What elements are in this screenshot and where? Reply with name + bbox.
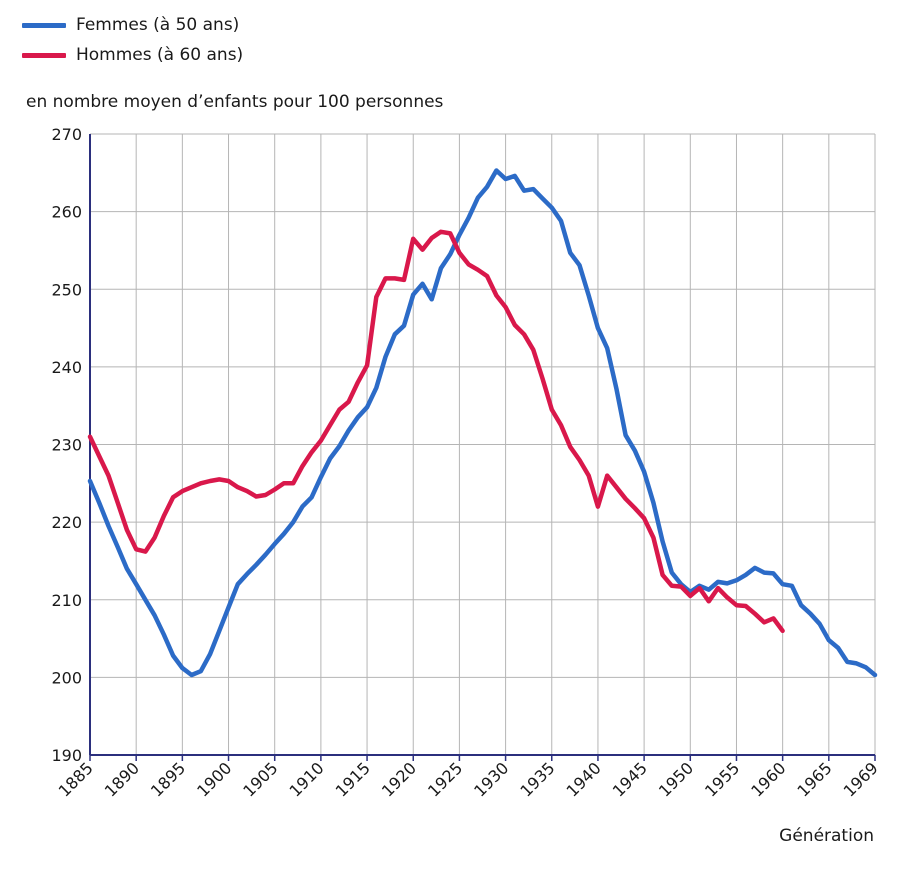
y-tick-label-250: 250 [51, 280, 82, 299]
series-line-hommes [87, 229, 785, 634]
grid [90, 133, 876, 755]
x-tick-label-1900: 1900 [193, 758, 235, 800]
x-tick-label-1940: 1940 [563, 758, 605, 800]
legend-label-femmes: Femmes (à 50 ans) [76, 15, 240, 35]
series-line-femmes [87, 168, 878, 678]
x-tick-label-1890: 1890 [101, 758, 143, 800]
x-tick-label-1915: 1915 [332, 758, 374, 800]
y-ticks: 190 200 210 220 230 240 250 260 270 [51, 125, 82, 765]
x-tick-label-1935: 1935 [516, 758, 558, 800]
x-tick-label-1950: 1950 [655, 758, 697, 800]
series-group [87, 168, 878, 678]
legend: Femmes (à 50 ans) Hommes (à 60 ans) [22, 10, 243, 70]
y-axis-label: en nombre moyen d’enfants pour 100 perso… [26, 92, 444, 112]
y-tick-label-200: 200 [51, 668, 82, 687]
y-tick-label-190: 190 [51, 746, 82, 765]
x-tick-label-1960: 1960 [747, 758, 789, 800]
legend-label-hommes: Hommes (à 60 ans) [76, 45, 244, 65]
legend-swatch-hommes [22, 52, 66, 58]
x-ticks: 1885 1890 1895 1900 1905 1910 1915 1920 1925 1930… [55, 755, 882, 801]
y-tick-label-230: 230 [51, 436, 82, 455]
y-tick-label-220: 220 [51, 513, 82, 532]
legend-item-femmes: Femmes (à 50 ans) [22, 10, 243, 40]
x-tick-label-1910: 1910 [285, 758, 327, 800]
x-tick-label-1930: 1930 [470, 758, 512, 800]
x-tick-label-1895: 1895 [147, 758, 189, 800]
x-tick-label-1905: 1905 [239, 758, 281, 800]
x-tick-label-1945: 1945 [609, 758, 651, 800]
y-tick-label-210: 210 [51, 591, 82, 610]
legend-swatch-femmes [22, 22, 66, 28]
x-tick-label-1955: 1955 [701, 758, 743, 800]
x-tick-label-1969: 1969 [840, 758, 882, 800]
axes [89, 134, 875, 756]
y-tick-label-260: 260 [51, 203, 82, 222]
x-tick-label-1925: 1925 [424, 758, 466, 800]
y-tick-label-240: 240 [51, 358, 82, 377]
x-axis-label: Génération [779, 826, 874, 846]
x-tick-label-1920: 1920 [378, 758, 420, 800]
y-tick-label-270: 270 [51, 125, 82, 144]
legend-item-hommes: Hommes (à 60 ans) [22, 40, 243, 70]
x-tick-label-1965: 1965 [793, 758, 835, 800]
